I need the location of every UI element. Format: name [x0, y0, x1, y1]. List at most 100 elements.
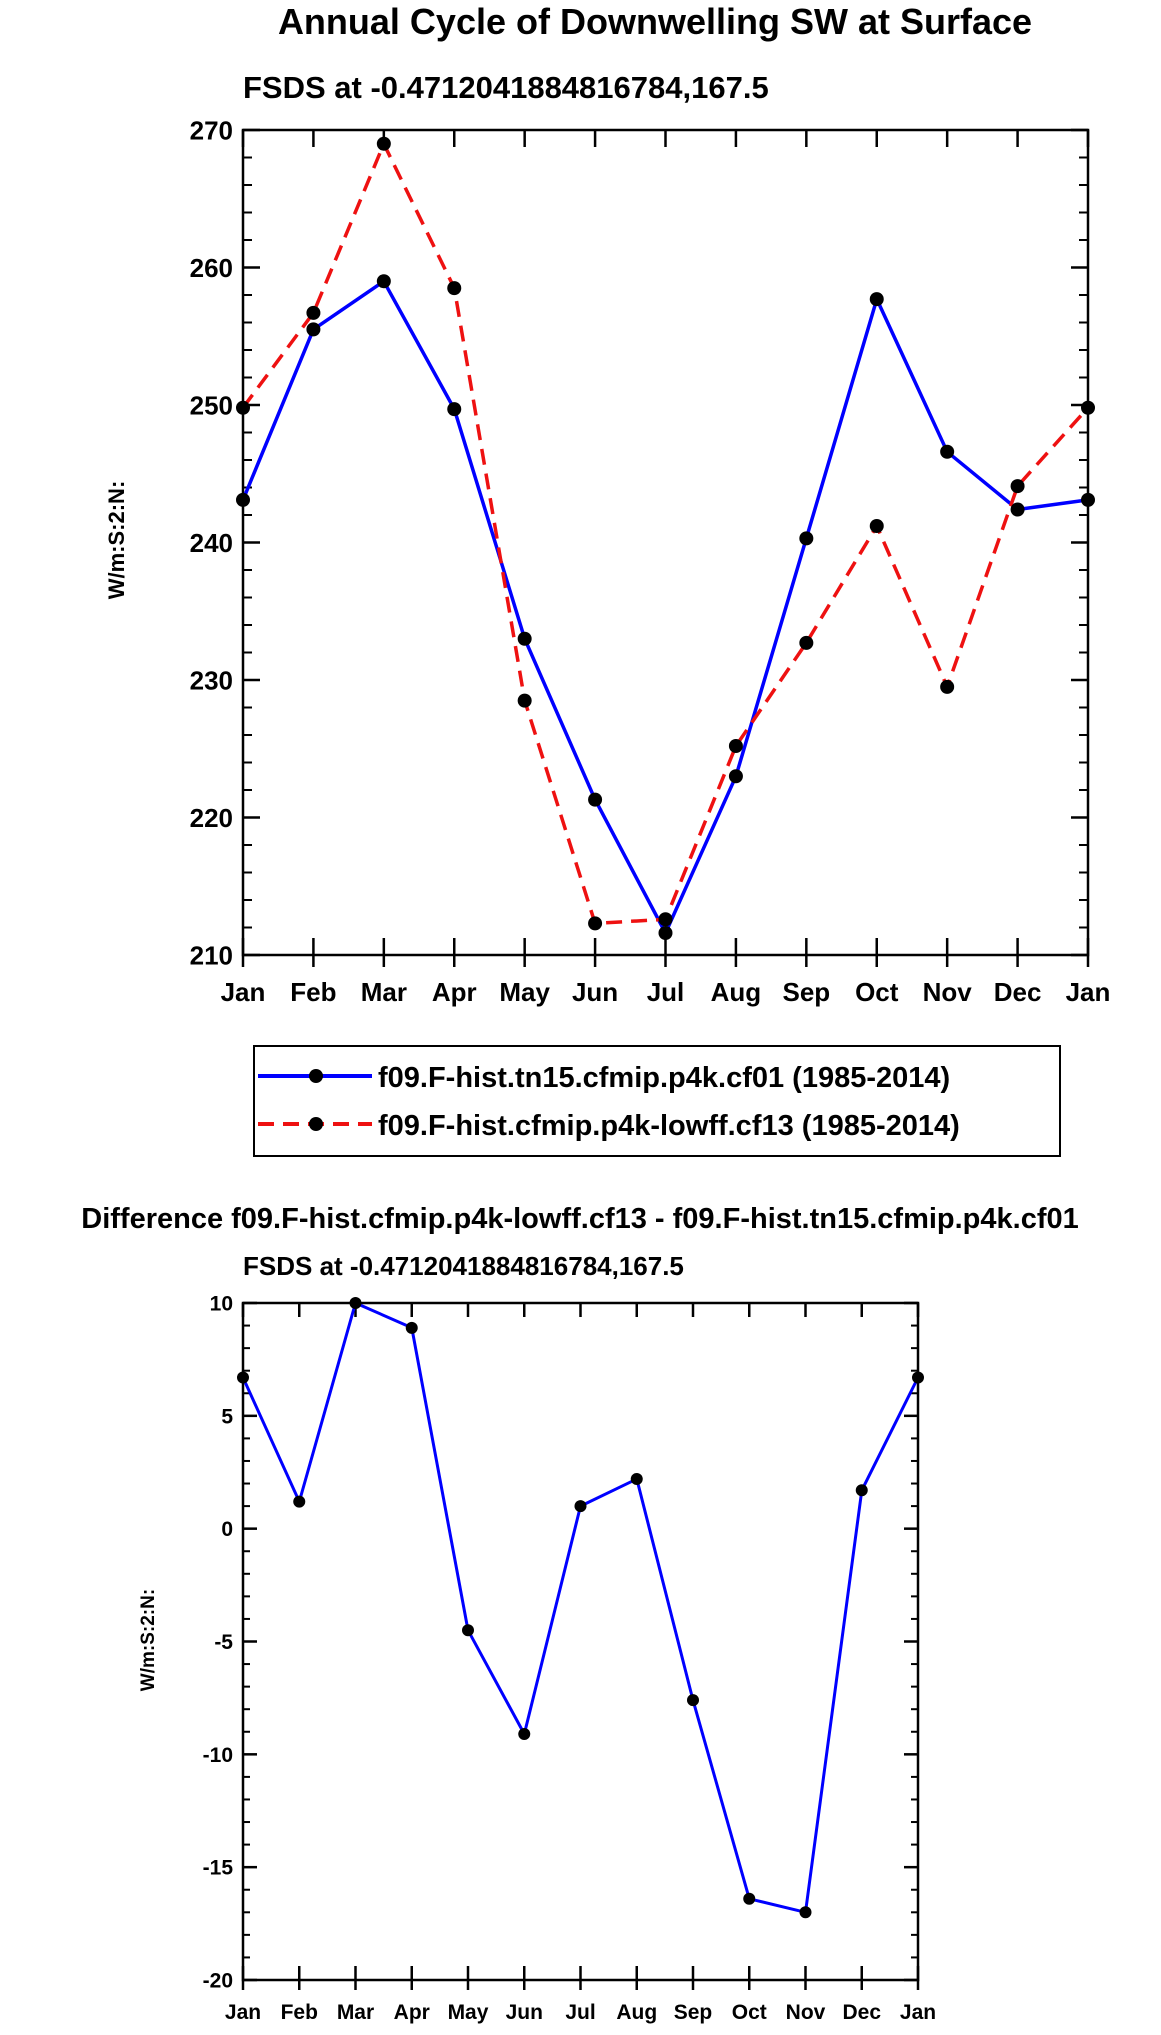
chart-0-series-0-point-5: [588, 792, 603, 807]
bottom-chart: Difference f09.F-hist.cfmip.p4k-lowff.cf…: [81, 1203, 1079, 2024]
chart-0-xtick-label-6: Jul: [647, 977, 685, 1007]
chart-0-xtick-label-5: Jun: [572, 977, 618, 1007]
chart-1-xtick-label-3: Apr: [394, 2001, 430, 2024]
legend-marker-1: [309, 1117, 323, 1131]
chart-1-series-0-point-12: [912, 1371, 924, 1384]
chart-1-ytick-label-2: -10: [203, 1744, 233, 1767]
chart-1-xtick-label-12: Jan: [900, 2001, 936, 2024]
chart-1-ytick-label-5: 5: [221, 1405, 233, 1428]
chart-1-xtick-label-4: May: [448, 2001, 489, 2024]
legend-entry-1: f09.F-hist.cfmip.p4k-lowff.cf13 (1985-20…: [258, 1110, 960, 1142]
chart-0-series-0-point-8: [799, 531, 814, 546]
chart-0-series-0-point-10: [940, 444, 955, 459]
chart-1-series-0-point-11: [855, 1484, 868, 1497]
chart-1-xtick-label-8: Sep: [674, 2001, 713, 2024]
chart-0-xtick-label-0: Jan: [221, 977, 266, 1007]
chart-0-ytick-label-6: 270: [190, 115, 233, 145]
chart-0-xtick-label-12: Jan: [1066, 977, 1111, 1007]
chart-0-xtick-label-1: Feb: [290, 977, 336, 1007]
top-chart: Annual Cycle of Downwelling SW at Surfac…: [104, 1, 1111, 1157]
chart-0-series-0-point-11: [1010, 502, 1025, 517]
top-chart-ylabel: W/m:S:2:N:: [104, 481, 129, 600]
chart-0-series-0-point-9: [869, 292, 884, 307]
chart-0-series-1-point-0: [236, 400, 250, 415]
chart-0-series-1-point-9: [869, 519, 884, 533]
chart-0-xtick-label-2: Mar: [361, 977, 407, 1007]
chart-1-xtick-label-2: Mar: [337, 2001, 374, 2024]
chart-1-series-0-point-4: [462, 1624, 474, 1637]
chart-0-series-1-point-1: [306, 305, 321, 320]
legend-box: [253, 1045, 1061, 1157]
chart-0-series-1-point-2: [376, 136, 391, 151]
top-chart-legend: f09.F-hist.tn15.cfmip.p4k.cf01 (1985-201…: [253, 1045, 1061, 1157]
chart-0-series-1-point-7: [728, 739, 743, 753]
chart-0-xtick-label-9: Oct: [855, 977, 899, 1007]
chart-0-series-0-point-6: [658, 926, 673, 940]
chart-0-xtick-label-10: Nov: [923, 977, 973, 1007]
chart-0-series-0-point-12: [1081, 492, 1095, 507]
chart-1-xtick-label-0: Jan: [225, 2001, 261, 2024]
chart-0-xtick-label-11: Dec: [994, 977, 1042, 1007]
chart-1-xtick-label-5: Jun: [506, 2001, 543, 2024]
chart-0-xtick-label-4: May: [499, 977, 550, 1007]
chart-0-series-1-point-8: [799, 635, 814, 650]
chart-0-series-1-point-6: [658, 912, 673, 927]
legend-label-1: f09.F-hist.cfmip.p4k-lowff.cf13 (1985-20…: [378, 1110, 960, 1142]
chart-0-ytick-label-4: 250: [190, 390, 233, 420]
chart-0-series-1-point-12: [1081, 400, 1095, 415]
chart-0-series-0-point-1: [306, 322, 321, 337]
chart-1-series-0-point-1: [293, 1495, 306, 1508]
chart-0-ytick-label-5: 260: [190, 253, 233, 283]
legend-label-0: f09.F-hist.tn15.cfmip.p4k.cf01 (1985-201…: [378, 1062, 950, 1094]
chart-1-series-0-point-7: [630, 1473, 643, 1486]
bottom-chart-title: Difference f09.F-hist.cfmip.p4k-lowff.cf…: [81, 1203, 1079, 1235]
chart-0-series-0-line: [241, 279, 1089, 935]
chart-1-series-0-point-3: [405, 1321, 418, 1334]
chart-0-series-1-point-10: [940, 679, 955, 694]
chart-0-xtick-label-8: Sep: [782, 977, 830, 1007]
chart-1-series-0-point-10: [799, 1906, 812, 1919]
bottom-chart-ylabel: W/m:S:2:N:: [138, 1589, 159, 1691]
chart-1-ytick-label-3: -5: [214, 1631, 233, 1654]
chart-1-xtick-label-6: Jul: [565, 2001, 595, 2024]
chart-0-series-1-point-4: [517, 693, 532, 708]
chart-1-series-0-line: [241, 1301, 920, 1914]
legend-entry-0: f09.F-hist.tn15.cfmip.p4k.cf01 (1985-201…: [258, 1062, 950, 1094]
chart-0-ytick-label-0: 210: [190, 940, 233, 970]
chart-0-plot-frame: [241, 128, 1090, 957]
chart-0-series-0-point-0: [236, 492, 250, 507]
chart-1-ytick-label-1: -15: [203, 1857, 234, 1880]
chart-1-series-0-point-0: [237, 1371, 249, 1384]
chart-1-ytick-label-0: -20: [203, 1970, 233, 1993]
chart-1-xtick-label-9: Oct: [732, 2001, 767, 2024]
bottom-chart-subtitle: FSDS at -0.4712041884816784,167.5: [243, 1251, 684, 1281]
chart-1-xtick-label-10: Nov: [786, 2001, 826, 2024]
top-plot-area: 210 220 230 240 250 260 270 Jan Feb Mar Apr May Jun J…: [190, 115, 1111, 1007]
legend-marker-0: [309, 1069, 323, 1083]
chart-1-ytick-label-6: 10: [210, 1293, 233, 1316]
chart-1-series-0-point-2: [349, 1297, 362, 1309]
top-chart-subtitle: FSDS at -0.4712041884816784,167.5: [243, 70, 769, 105]
chart-1-xtick-label-11: Dec: [842, 2001, 881, 2024]
chart-1-series-0-point-9: [743, 1892, 756, 1905]
chart-0-xtick-label-7: Aug: [711, 977, 762, 1007]
top-chart-title: Annual Cycle of Downwelling SW at Surfac…: [278, 1, 1032, 42]
chart-0-series-1-point-3: [447, 281, 462, 296]
chart-1-series-0-point-5: [518, 1728, 531, 1741]
chart-1-ytick-label-4: 0: [221, 1518, 233, 1541]
chart-0-series-1-point-5: [588, 916, 603, 931]
chart-1-series-0-point-6: [574, 1500, 587, 1513]
chart-0-ytick-label-1: 220: [190, 803, 233, 833]
chart-0-series-0-point-2: [376, 274, 391, 289]
chart-1-series-0-point-8: [687, 1694, 699, 1707]
chart-0-series-1-point-11: [1010, 479, 1025, 494]
chart-0-xtick-label-3: Apr: [432, 977, 477, 1007]
chart-1-plot-frame: [241, 1301, 920, 1982]
bottom-plot-area: -20 -15 -10 -5 0 5 10 Jan Feb Mar Apr May Jun Jul Aug S…: [203, 1293, 936, 2024]
chart-0-ytick-label-2: 230: [190, 665, 233, 695]
chart-0-series-0-point-4: [517, 631, 532, 646]
chart-1-xtick-label-1: Feb: [281, 2001, 318, 2024]
chart-0-series-0-point-3: [447, 402, 462, 417]
chart-0-series-1-line: [241, 142, 1090, 926]
